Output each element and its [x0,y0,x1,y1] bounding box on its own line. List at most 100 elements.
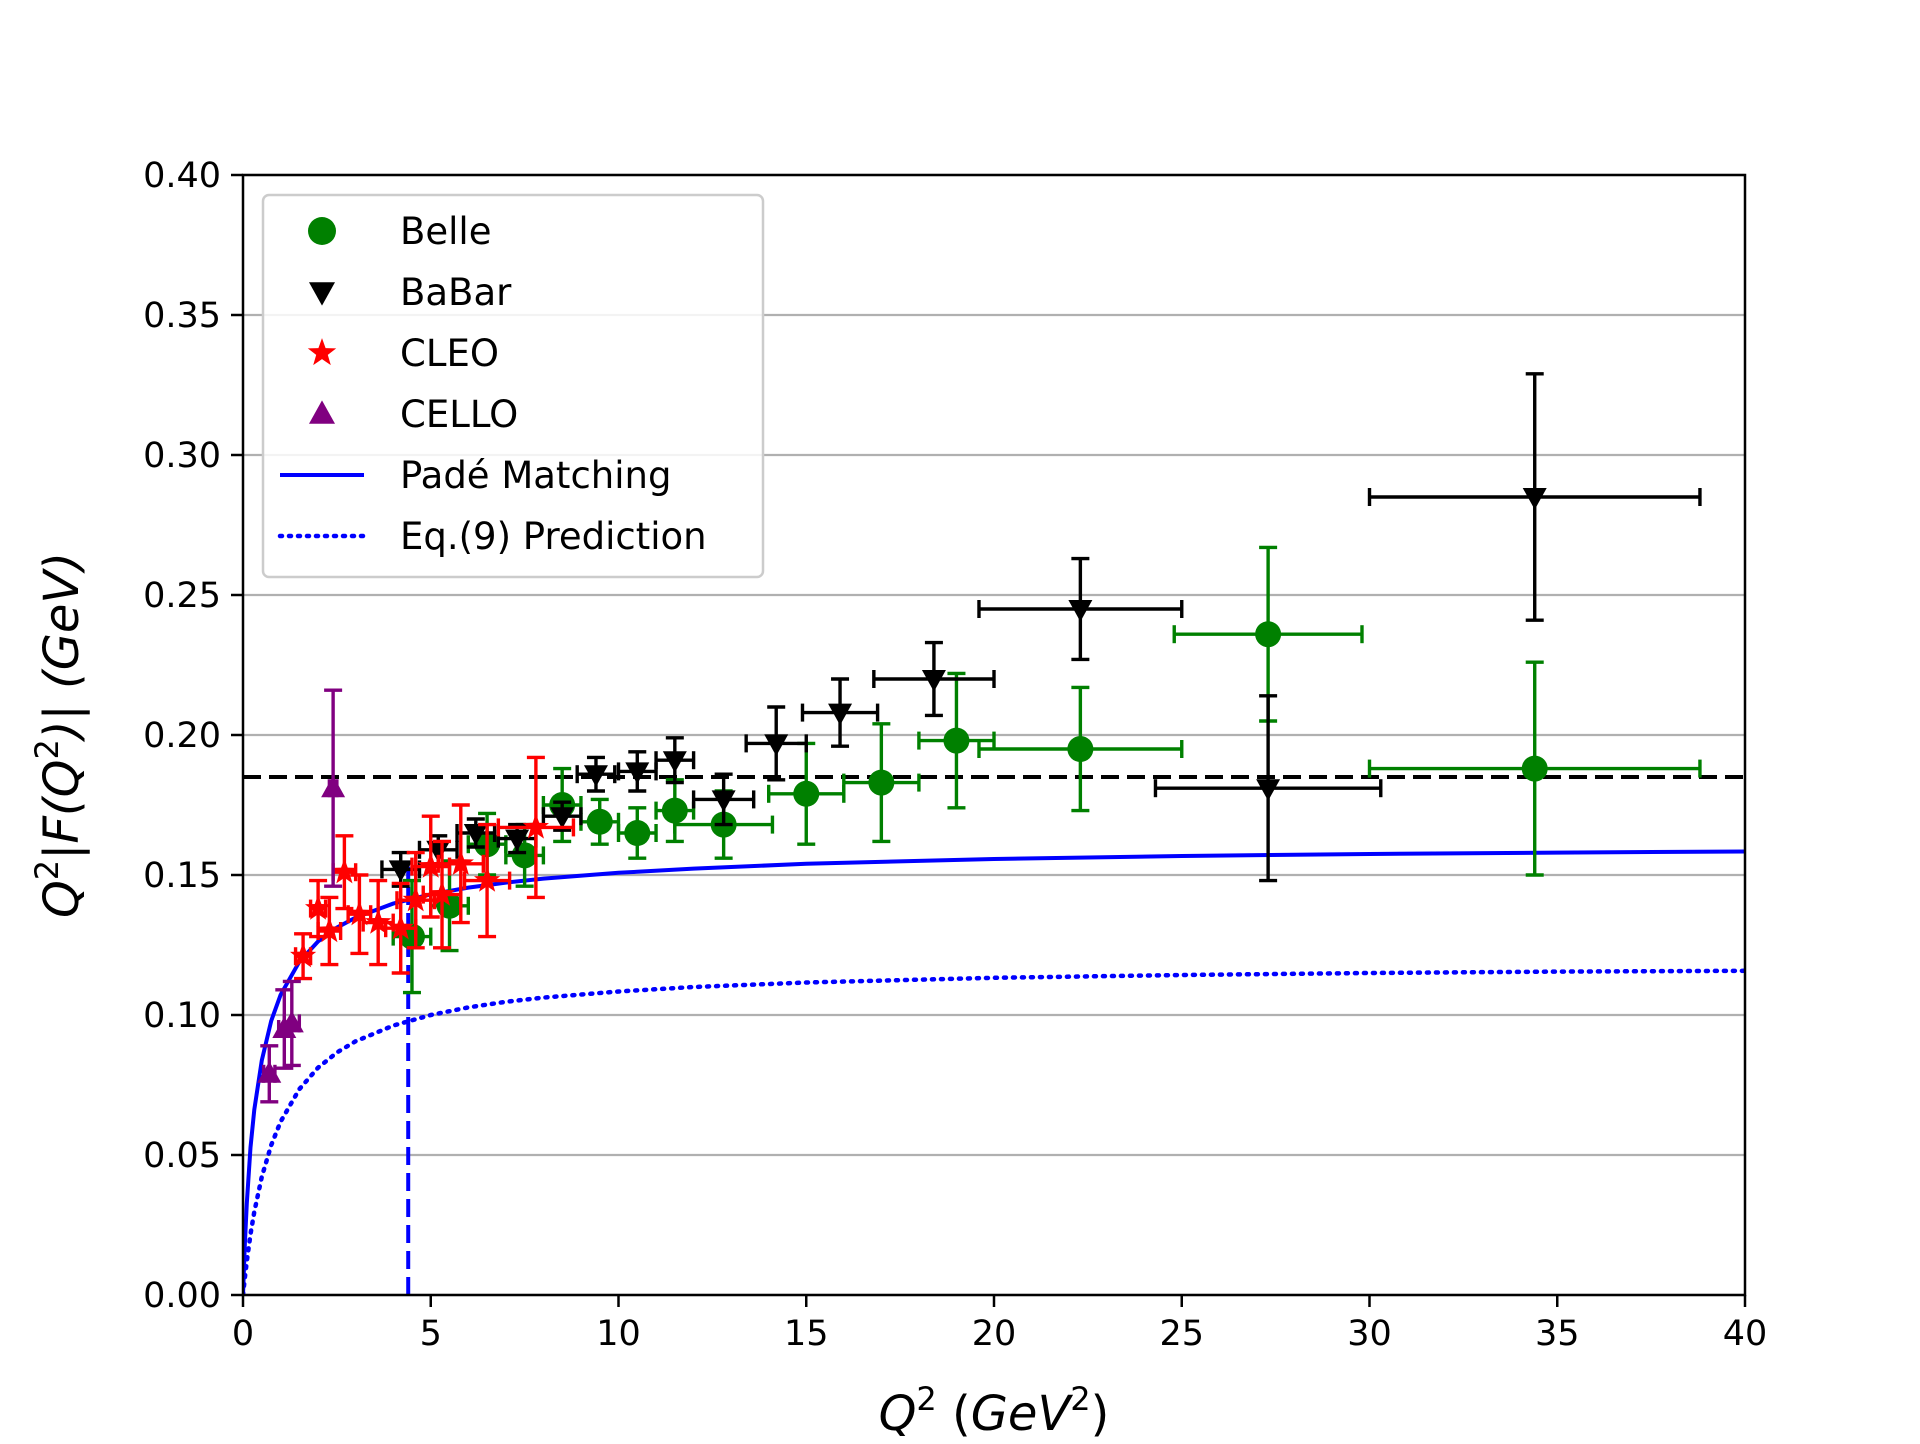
x-axis-title-base: Q [879,1386,917,1440]
legend-marker-cello [309,400,335,424]
belle-marker-6 [624,820,651,846]
cleo-marker-3 [331,858,358,884]
y-tick-label-2: 0.10 [143,996,221,1036]
cleo-point-8 [410,814,452,919]
babar-marker-0 [388,860,413,882]
cello-point-3 [321,688,346,888]
belle-marker-13 [1255,621,1282,648]
cello-point-2 [279,979,304,1068]
y-axis-title-sup-1: 2 [28,860,66,880]
x-tick-label-6: 30 [1347,1314,1392,1354]
cleo-marker-11 [474,866,501,892]
x-axis-title-unit: GeV [971,1386,1074,1440]
y-tick-label-6: 0.30 [143,436,221,476]
legend-item-babar: BaBar [309,271,512,314]
babar-marker-2 [463,824,488,846]
belle-marker-9 [793,780,820,807]
belle-marker-5 [586,808,613,835]
babar-marker-12 [1068,600,1093,622]
y-axis-title-f: |F(Q [34,760,90,860]
babar-marker-10 [828,703,853,726]
legend-item-pad-matching: Padé Matching [280,454,671,497]
cleo-marker-4 [346,900,373,926]
babar-marker-5 [583,765,608,787]
series-line-eq9-prediction [243,968,1745,1295]
cleo-marker-2 [316,917,343,943]
babar-point-4 [541,800,583,832]
babar-point-9 [744,705,808,782]
x-tick-label-8: 40 [1723,1314,1768,1354]
cleo-point-11 [462,822,512,939]
x-tick-label-1: 5 [420,1314,442,1354]
cleo-point-12 [496,755,576,900]
babar-marker-7 [662,751,687,773]
babar-marker-8 [711,790,736,812]
legend-box [261,193,765,579]
plot-area [243,372,1745,1295]
cleo-marker-0 [290,942,317,968]
belle-point-6 [616,806,658,860]
x-axis-title-unit-sup: 2 [1070,1380,1090,1418]
belle-point-13 [1172,545,1364,723]
babar-marker-14 [1522,488,1547,510]
cello-marker-2 [279,1010,304,1033]
y-tick-label-1: 0.05 [143,1136,221,1176]
y-axis-title-sup-2: 2 [28,739,66,759]
x-tick-label-4: 20 [972,1314,1017,1354]
y-tick-label-3: 0.15 [143,856,221,896]
belle-marker-14 [1521,755,1548,782]
belle-point-9 [767,741,846,846]
belle-marker-11 [943,727,970,754]
x-axis-title-close: ) [1091,1386,1110,1440]
legend-item-eq-9-prediction: Eq.(9) Prediction [277,515,707,558]
belle-marker-10 [868,769,895,796]
legend-label-eq-9-prediction: Eq.(9) Prediction [400,515,707,558]
y-tick-label-8: 0.40 [143,156,221,196]
belle-point-14 [1367,660,1702,877]
x-tick-label-2: 10 [596,1314,641,1354]
legend-item-belle: Belle [308,210,491,253]
cleo-point-0 [290,932,317,981]
series-line-pade-matching [243,849,1745,1295]
legend-marker-babar [309,282,335,306]
cleo-marker-5 [365,908,392,934]
legend-label-belle: Belle [400,210,491,253]
legend: Belle BaBar CLEO CELLO Padé Matching Eq.(9) P… [261,193,765,579]
cleo-point-7 [395,850,437,950]
babar-marker-3 [505,829,530,852]
legend-label-pad-matching: Padé Matching [400,454,671,497]
x-tick-label-0: 0 [232,1314,254,1354]
y-tick-label-4: 0.20 [143,716,221,756]
cleo-marker-9 [428,880,456,906]
x-tick-label-5: 25 [1159,1314,1204,1354]
babar-marker-4 [550,807,575,829]
x-tick-label-7: 35 [1535,1314,1580,1354]
x-axis-title-sup: 2 [916,1380,936,1418]
legend-item-cleo: CLEO [307,332,499,375]
cleo-point-4 [346,873,373,956]
x-axis-title-open: ( [937,1386,971,1440]
babar-point-11 [872,640,996,718]
legend-label-babar: BaBar [400,271,512,314]
belle-marker-7 [661,797,688,824]
cleo-point-9 [421,839,463,950]
y-axis-title-unit: )| (GeV) [34,552,90,742]
y-tick-label-5: 0.25 [143,576,221,616]
cleo-point-10 [436,803,486,925]
babar-point-8 [691,772,756,827]
cleo-marker-8 [417,852,444,878]
cleo-marker-7 [402,886,429,912]
cleo-marker-10 [447,850,474,875]
y-tick-label-7: 0.35 [143,296,221,336]
y-axis-title: Q2|F(Q2)| (GeV) [28,552,90,918]
series-cello [257,688,346,1104]
babar-marker-9 [764,734,789,756]
babar-point-13 [1153,694,1383,883]
legend-marker-belle [308,217,336,245]
cleo-marker-12 [522,813,549,839]
cello-marker-0 [257,1061,282,1083]
legend-label-cleo: CLEO [400,332,499,375]
babar-point-10 [800,677,880,748]
